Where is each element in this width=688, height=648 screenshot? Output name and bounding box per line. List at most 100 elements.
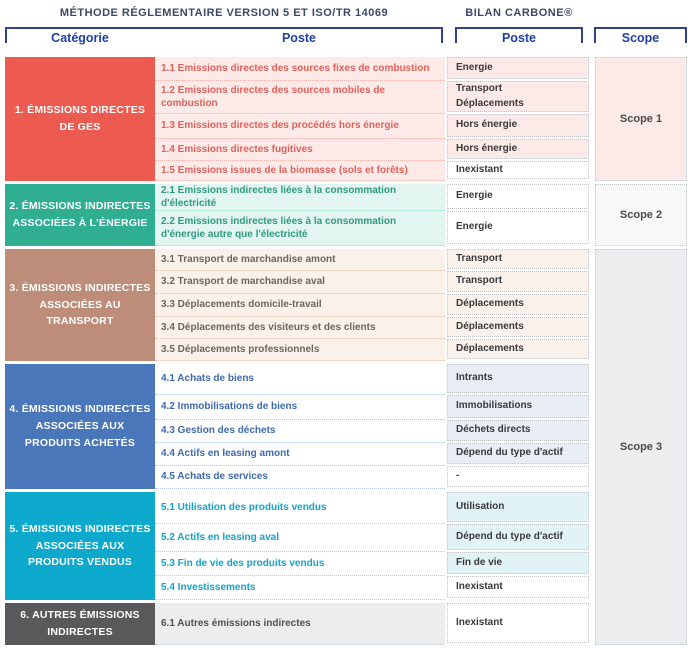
methode-poste-cell: 4.1 Achats de biens: [155, 364, 445, 395]
bilan-poste-cell: Transport Déplacements: [447, 81, 589, 112]
bilan-poste-value: Déplacements: [456, 342, 524, 354]
scope-column: Scope 1 Scope 2 Scope 3: [595, 57, 687, 648]
bilan-poste-cell: Déplacements: [447, 317, 589, 337]
bilan-poste-cell: Intrants: [447, 364, 589, 393]
bilan-poste-cell: Inexistant: [447, 161, 589, 179]
bilan-poste-cells: Utilisation Dépend du type d'actif Fin de …: [445, 492, 591, 600]
sections-container: 1. ÉMISSIONS DIRECTES DE GES 1.1 Emission…: [0, 57, 688, 645]
bilan-poste-cells: Energie Transport Déplacements Hors énergie…: [445, 57, 591, 181]
bilan-poste-cell: Inexistant: [447, 603, 589, 643]
bilan-poste-value: Inexistant: [456, 163, 503, 175]
bilan-poste-cells: Inexistant: [445, 603, 591, 645]
bilan-poste-value: -: [456, 470, 460, 482]
category-block: 6. AUTRES ÉMISSIONS INDIRECTES: [5, 603, 155, 645]
bracket-methode: [5, 27, 443, 43]
bilan-poste-cell: Energie: [447, 57, 589, 79]
scope-cell-1: Scope 1: [595, 57, 687, 181]
section-4: 4. ÉMISSIONS INDIRECTES ASSOCIÉES AUX PR…: [5, 364, 688, 489]
methode-poste-rows: 5.1 Utilisation des produits vendus 5.2 A…: [155, 492, 445, 600]
bilan-poste-cell: Utilisation: [447, 492, 589, 522]
methode-poste-rows: 4.1 Achats de biens 4.2 Immobilisations d…: [155, 364, 445, 489]
methode-poste-cell: 6.1 Autres émissions indirectes: [155, 603, 445, 645]
bilan-poste-cells: Intrants Immobilisations Déchets directs Dé…: [445, 364, 591, 489]
bilan-poste-value: Transport: [456, 83, 503, 94]
bilan-poste-cell: Energie: [447, 184, 589, 209]
col-label-categorie: Catégorie: [51, 31, 109, 45]
category-block: 4. ÉMISSIONS INDIRECTES ASSOCIÉES AUX PR…: [5, 364, 155, 489]
bilan-poste-cell: Hors énergie: [447, 139, 589, 159]
section-5: 5. ÉMISSIONS INDIRECTES ASSOCIÉES AUX PR…: [5, 492, 688, 600]
methode-poste-rows: 1.1 Emissions directes des sources fixes…: [155, 57, 445, 181]
col-label-poste-methode: Poste: [281, 31, 317, 45]
section-1: 1. ÉMISSIONS DIRECTES DE GES 1.1 Emission…: [5, 57, 688, 181]
bilan-poste-cells: Energie Energie: [445, 184, 591, 246]
bilan-poste-value: Déplacements: [456, 298, 524, 310]
bilan-poste-cell: Transport: [447, 271, 589, 292]
col-label-poste-bilan: Poste: [501, 31, 537, 45]
bilan-poste-value: Transport: [456, 252, 503, 264]
methode-poste-cell: 5.2 Actifs en leasing aval: [155, 524, 445, 552]
methode-poste-cell: 5.1 Utilisation des produits vendus: [155, 492, 445, 524]
methode-poste-rows: 6.1 Autres émissions indirectes: [155, 603, 445, 645]
bilan-carbone-title: BILAN CARBONE®: [465, 7, 573, 19]
bilan-poste-value: Hors énergie: [456, 142, 518, 154]
methode-poste-cell: 1.1 Emissions directes des sources fixes…: [155, 57, 445, 81]
bilan-poste-value: Déplacements: [456, 97, 524, 109]
bilan-poste-cell: Inexistant: [447, 576, 589, 598]
section-3: 3. ÉMISSIONS INDIRECTES ASSOCIÉES AU TRA…: [5, 249, 688, 361]
bilan-poste-value: Hors énergie: [456, 119, 518, 131]
scope-cell-3: Scope 3: [595, 249, 687, 645]
methode-poste-cell: 3.3 Déplacements domicile-travail: [155, 294, 445, 317]
methode-poste-cell: 3.5 Déplacements professionnels: [155, 339, 445, 361]
bilan-poste-cell: Energie: [447, 211, 589, 244]
methode-reglementaire-title: MÉTHODE RÉGLEMENTAIRE VERSION 5 ET ISO/T…: [59, 7, 389, 19]
bilan-poste-cells: Transport Transport Déplacements Déplacemen…: [445, 249, 591, 361]
category-block: 2. ÉMISSIONS INDIRECTES ASSOCIÉES À L'ÉN…: [5, 184, 155, 246]
bilan-poste-cell: Déchets directs: [447, 420, 589, 441]
table-body: 1. ÉMISSIONS DIRECTES DE GES 1.1 Emission…: [0, 57, 688, 645]
bilan-poste-value: Dépend du type d'actif: [456, 530, 563, 542]
bilan-poste-value: Immobilisations: [456, 400, 533, 412]
scope-cell-2: Scope 2: [595, 184, 687, 246]
bilan-poste-cell: Déplacements: [447, 294, 589, 315]
methode-poste-rows: 2.1 Emissions indirectes liées à la cons…: [155, 184, 445, 246]
methode-poste-cell: 1.5 Emissions issues de la biomasse (sol…: [155, 161, 445, 181]
bilan-poste-value: Inexistant: [456, 616, 503, 628]
bilan-poste-value: Transport: [456, 275, 503, 287]
bilan-poste-value: Energie: [456, 190, 493, 202]
bilan-poste-value: Déchets directs: [456, 424, 531, 436]
methode-poste-cell: 3.4 Déplacements des visiteurs et des cl…: [155, 317, 445, 339]
bilan-poste-value: Déplacements: [456, 320, 524, 332]
bracket-bilan-poste: [455, 27, 583, 43]
bilan-poste-cell: Dépend du type d'actif: [447, 443, 589, 464]
section-6: 6. AUTRES ÉMISSIONS INDIRECTES 6.1 Autres…: [5, 603, 688, 645]
bilan-poste-value: Energie: [456, 221, 493, 233]
bilan-poste-value: Inexistant: [456, 580, 503, 592]
bilan-poste-cell: Immobilisations: [447, 395, 589, 418]
section-2: 2. ÉMISSIONS INDIRECTES ASSOCIÉES À L'ÉN…: [5, 184, 688, 246]
bilan-poste-cell: Fin de vie: [447, 552, 589, 574]
bilan-poste-value: Fin de vie: [456, 556, 503, 568]
bilan-poste-cell: Dépend du type d'actif: [447, 524, 589, 550]
bilan-poste-cell: Hors énergie: [447, 114, 589, 137]
bilan-poste-value: Energie: [456, 61, 493, 73]
category-block: 1. ÉMISSIONS DIRECTES DE GES: [5, 57, 155, 181]
methode-poste-rows: 3.1 Transport de marchandise amont 3.2 Tr…: [155, 249, 445, 361]
bracket-scope: [594, 27, 687, 43]
methode-poste-cell: 3.2 Transport de marchandise aval: [155, 271, 445, 294]
category-block: 5. ÉMISSIONS INDIRECTES ASSOCIÉES AUX PR…: [5, 492, 155, 600]
bilan-poste-cell: -: [447, 466, 589, 487]
methode-poste-cell: 5.4 Investissements: [155, 576, 445, 600]
methode-poste-cell: 4.2 Immobilisations de biens: [155, 395, 445, 420]
methode-poste-cell: 3.1 Transport de marchandise amont: [155, 249, 445, 271]
bilan-poste-value: Intrants: [456, 372, 493, 384]
methode-poste-cell: 4.3 Gestion des déchets: [155, 420, 445, 443]
methode-poste-cell: 4.5 Achats de services: [155, 466, 445, 489]
bilan-poste-value: Utilisation: [456, 500, 505, 512]
methode-poste-cell: 1.3 Emissions directes des procédés hors…: [155, 114, 445, 139]
bilan-poste-value: Dépend du type d'actif: [456, 447, 563, 459]
col-label-scope: Scope: [621, 31, 660, 45]
methode-poste-cell: 5.3 Fin de vie des produits vendus: [155, 552, 445, 576]
methode-poste-cell: 2.2 Emissions indirectes liées à la cons…: [155, 211, 445, 246]
